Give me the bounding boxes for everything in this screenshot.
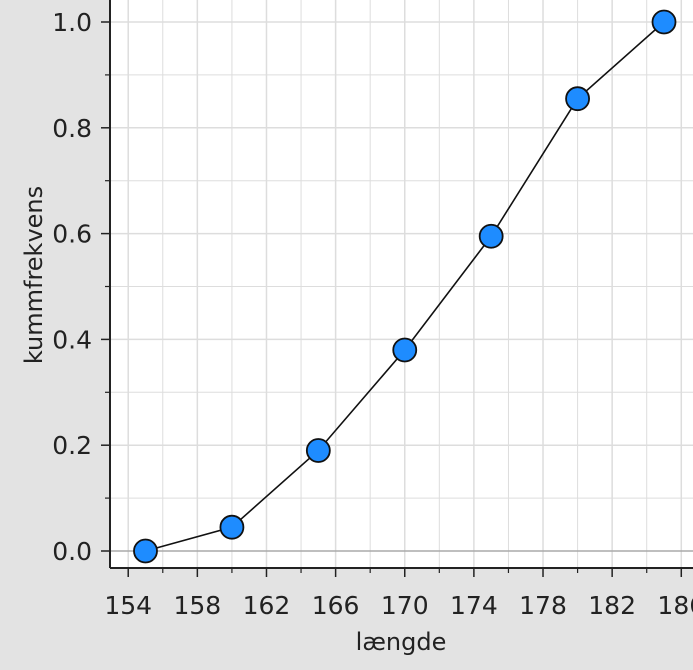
data-point [565,86,590,112]
data-point [305,438,331,463]
y-tick-label: 0.8 [52,114,92,143]
data-point [478,223,504,249]
x-tick-label: 174 [450,591,498,620]
y-tick-label: 0.6 [52,220,92,249]
x-tick-label: 178 [519,591,567,620]
x-tick-label: 158 [173,591,221,620]
x-axis-ticks: 154 158 162 166 170 174 178 182 186 [104,568,693,620]
x-axis-label: længde [356,628,447,656]
plot-area [110,0,693,568]
data-series [133,9,677,564]
x-tick-label: 186 [657,591,693,620]
x-tick-label: 182 [588,591,636,620]
y-tick-label: 0.4 [52,325,92,354]
y-axis-label: kummfrekvens [20,186,48,364]
y-tick-label: 0.2 [52,431,92,460]
x-tick-label: 166 [312,591,360,620]
data-point [133,538,158,564]
x-tick-label: 162 [243,591,291,620]
axes [109,0,693,569]
data-point [219,514,245,540]
data-point [392,337,418,363]
y-tick-label: 0.0 [52,537,92,566]
x-tick-label: 154 [104,591,152,620]
y-axis-ticks: 0.0 0.2 0.4 0.6 0.8 1.0 [52,8,110,566]
y-tick-label: 1.0 [52,8,92,37]
data-point [651,9,677,35]
x-tick-label: 170 [381,591,429,620]
